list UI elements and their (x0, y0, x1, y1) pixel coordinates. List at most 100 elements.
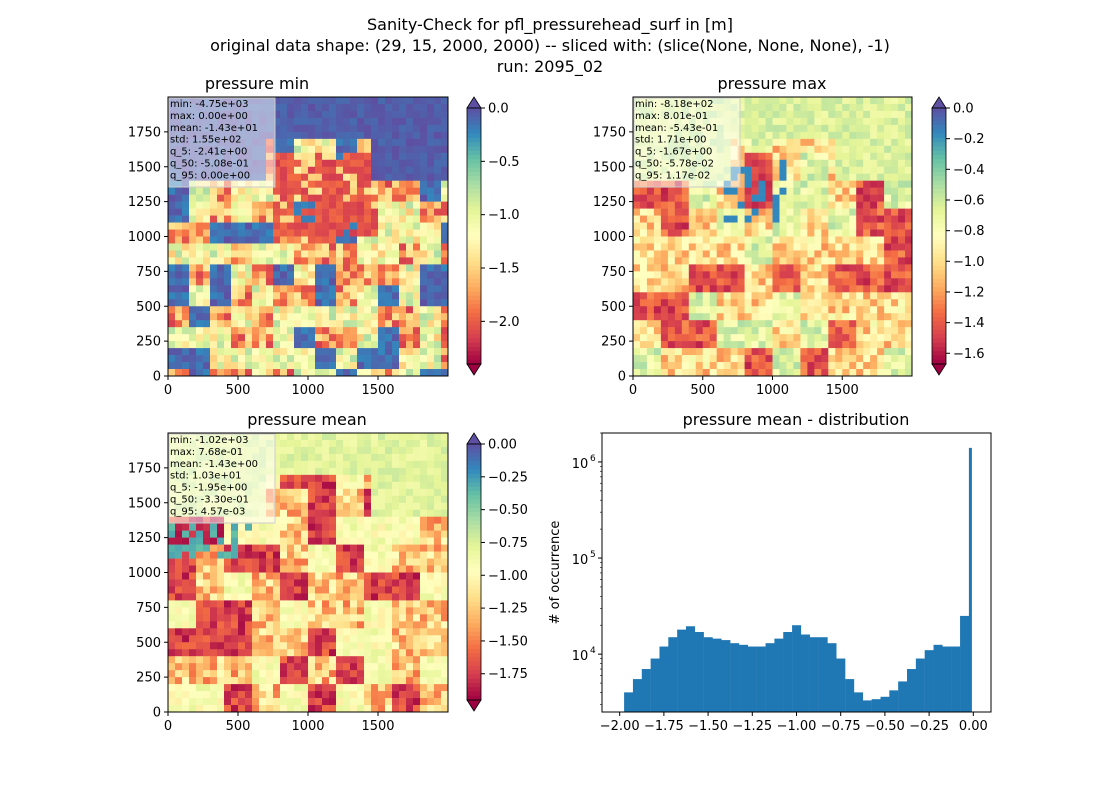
raster-cell (203, 691, 211, 699)
raster-cell (273, 306, 281, 314)
raster-cell (863, 138, 871, 147)
raster-cell (301, 299, 309, 307)
colorbar-extend-min (466, 363, 482, 376)
raster-cell (357, 334, 365, 342)
raster-cell (821, 159, 829, 168)
raster-cell (856, 292, 864, 300)
raster-cell (336, 208, 344, 216)
raster-cell (357, 516, 365, 524)
raster-cell (287, 663, 295, 671)
raster-cell (420, 586, 428, 594)
raster-cell (842, 110, 850, 119)
raster-cell (674, 264, 683, 272)
raster-cell (758, 215, 766, 223)
raster-cell (385, 663, 393, 671)
raster-cell (322, 433, 330, 441)
raster-cell (702, 292, 711, 300)
raster-cell (315, 488, 323, 497)
colorbar-segment (932, 351, 946, 356)
raster-cell (413, 131, 421, 140)
raster-cell (709, 299, 717, 307)
raster-cell (842, 159, 850, 168)
raster-cell (856, 271, 864, 279)
raster-cell (182, 201, 190, 209)
raster-cell (252, 257, 260, 265)
raster-cell (807, 334, 815, 342)
raster-cell (441, 446, 449, 455)
raster-cell (828, 145, 836, 154)
raster-cell (371, 530, 379, 538)
raster-cell (413, 243, 421, 251)
raster-cell (301, 257, 309, 265)
raster-cell (168, 586, 176, 594)
raster-cell (744, 180, 752, 188)
raster-cell (807, 222, 815, 230)
raster-cell (413, 187, 421, 195)
raster-cell (821, 124, 829, 133)
colorbar-segment (467, 338, 481, 344)
raster-cell (744, 243, 752, 251)
raster-cell (224, 355, 232, 363)
raster-cell (168, 250, 176, 258)
raster-cell (350, 362, 358, 370)
raster-cell (884, 180, 892, 188)
raster-cell (399, 544, 407, 552)
raster-cell (392, 187, 400, 195)
raster-cell (392, 250, 400, 258)
raster-cell (667, 348, 676, 356)
raster-cell (863, 285, 871, 293)
raster-cell (238, 187, 246, 195)
raster-cell (315, 433, 323, 441)
raster-cell (189, 243, 197, 251)
raster-cell (238, 544, 246, 552)
raster-cell (434, 320, 442, 328)
raster-cell (413, 348, 421, 356)
raster-cell (287, 124, 295, 133)
colorbar-extend-max (931, 96, 947, 109)
raster-cell (336, 516, 344, 524)
raster-cell (224, 530, 232, 538)
raster-cell (793, 215, 801, 223)
raster-cell (884, 362, 892, 370)
raster-cell (772, 271, 780, 279)
raster-cell (828, 348, 836, 356)
raster-cell (765, 369, 773, 377)
raster-cell (182, 523, 190, 531)
raster-cell (385, 243, 393, 251)
raster-cell (322, 131, 330, 140)
raster-cell (350, 250, 358, 258)
raster-cell (252, 649, 260, 657)
raster-cell (842, 124, 850, 133)
raster-cell (357, 572, 365, 580)
raster-cell (744, 320, 752, 328)
raster-cell (210, 327, 218, 335)
raster-cell (870, 334, 878, 342)
raster-cell (294, 460, 302, 469)
raster-cell (245, 299, 253, 307)
raster-cell (758, 131, 766, 140)
raster-cell (828, 341, 836, 349)
raster-cell (406, 691, 414, 699)
raster-cell (357, 607, 365, 615)
raster-cell (350, 467, 358, 476)
raster-cell (168, 348, 176, 356)
raster-cell (406, 285, 414, 293)
raster-cell (231, 530, 239, 538)
raster-cell (779, 131, 787, 140)
raster-cell (378, 460, 386, 469)
raster-cell (175, 278, 183, 286)
raster-cell (786, 145, 794, 154)
raster-cell (280, 481, 288, 490)
raster-cell (287, 558, 295, 566)
raster-cell (406, 607, 414, 615)
raster-cell (434, 138, 442, 147)
raster-cell (280, 621, 288, 629)
raster-cell (336, 201, 344, 209)
raster-cell (406, 215, 414, 223)
raster-cell (413, 299, 421, 307)
raster-cell (294, 481, 302, 490)
raster-cell (835, 362, 843, 370)
raster-cell (420, 544, 428, 552)
y-tick-label: 0 (153, 370, 161, 385)
raster-cell (667, 243, 676, 251)
